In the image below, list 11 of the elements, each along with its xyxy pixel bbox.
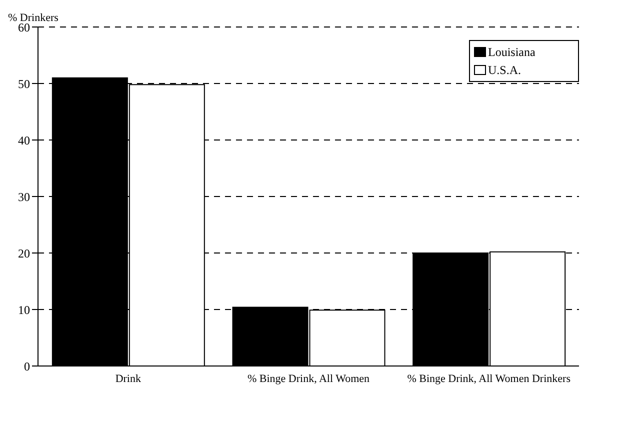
x-tick-label: Drink [115, 372, 142, 385]
legend-label: Louisiana [488, 44, 536, 61]
y-tick-label: 20 [18, 246, 30, 260]
y-tick-label: 40 [18, 133, 30, 148]
x-tick-label: % Binge Drink, All Women [247, 372, 370, 385]
legend-label: U.S.A. [488, 62, 522, 79]
x-tick-label: % Binge Drink, All Women Drinkers [407, 372, 570, 385]
y-tick-label: 10 [18, 302, 30, 317]
y-tick-label: 50 [18, 76, 30, 91]
y-tick-label: 0 [24, 359, 30, 374]
y-tick-label: 30 [18, 190, 30, 204]
